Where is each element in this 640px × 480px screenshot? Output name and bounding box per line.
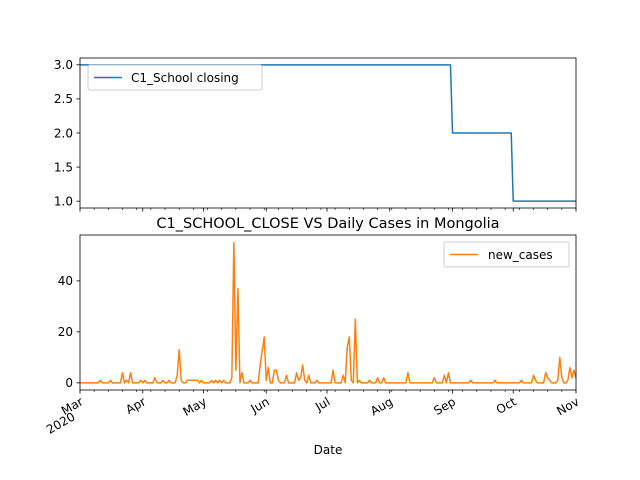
x-axis-label: Date — [314, 443, 343, 457]
top-plot-frame — [79, 57, 577, 209]
top-panel: 1.0 1.5 2.0 2.5 3.0 C1_School closing — [54, 57, 577, 212]
top-legend-box — [87, 64, 263, 91]
y-tick-label: 1.5 — [54, 160, 73, 174]
x-tick-label: Jul — [312, 394, 332, 414]
y-tick-label: 1.0 — [54, 194, 73, 208]
y-tick-label: 40 — [58, 274, 73, 288]
y-tick-label: 20 — [58, 325, 73, 339]
top-ticks: 1.0 1.5 2.0 2.5 3.0 — [54, 58, 577, 212]
top-legend: C1_School closing — [87, 64, 263, 91]
top-legend-label: C1_School closing — [131, 71, 239, 85]
bottom-legend-box — [443, 241, 570, 268]
y-tick-label: 0 — [65, 376, 73, 390]
y-tick-label: 3.0 — [54, 58, 73, 72]
bottom-legend-label: new_cases — [488, 248, 553, 262]
bottom-legend: new_cases — [443, 241, 570, 268]
top-series — [80, 64, 576, 202]
y-tick-label: 2.5 — [54, 92, 73, 106]
series-line-new-cases — [80, 241, 577, 384]
bottom-plot-frame — [79, 234, 577, 391]
y-tick-label: 2.0 — [54, 126, 73, 140]
series-line-school-closing — [80, 64, 576, 202]
bottom-series — [80, 241, 577, 384]
chart-title: C1_SCHOOL_CLOSE VS Daily Cases in Mongol… — [156, 216, 499, 232]
